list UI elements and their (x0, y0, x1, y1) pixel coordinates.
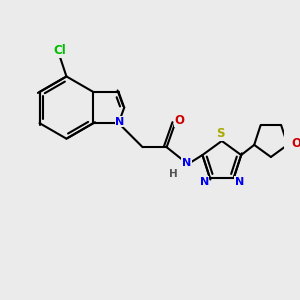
Text: S: S (216, 128, 225, 140)
Text: O: O (292, 137, 300, 150)
Text: N: N (235, 177, 244, 187)
Text: Cl: Cl (53, 44, 66, 58)
Text: H: H (169, 169, 178, 179)
Text: N: N (200, 177, 209, 187)
Text: N: N (115, 117, 124, 127)
Text: N: N (182, 158, 191, 168)
Text: O: O (174, 114, 184, 127)
